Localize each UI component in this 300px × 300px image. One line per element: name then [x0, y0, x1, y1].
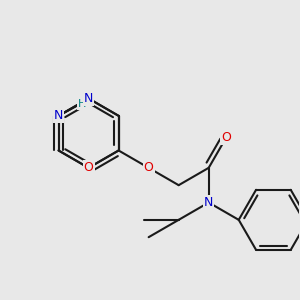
- Text: O: O: [84, 161, 94, 174]
- Text: N: N: [84, 92, 93, 105]
- Text: O: O: [144, 161, 154, 174]
- Text: O: O: [54, 109, 64, 122]
- Text: O: O: [221, 131, 231, 144]
- Text: N: N: [204, 196, 213, 209]
- Text: N: N: [54, 109, 63, 122]
- Text: H: H: [78, 99, 86, 109]
